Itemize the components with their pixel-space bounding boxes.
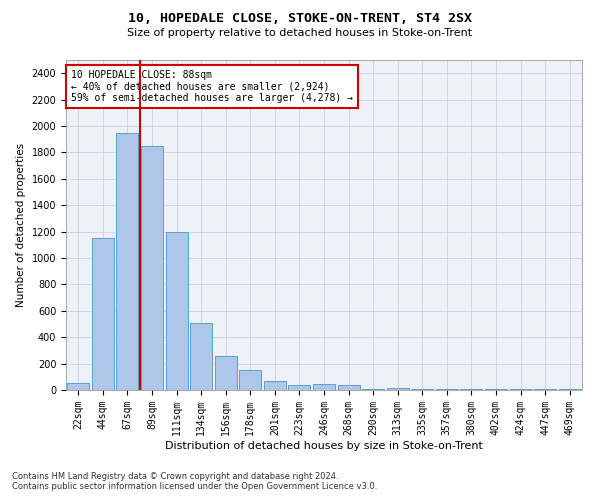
- Bar: [215, 356, 237, 390]
- Bar: [313, 384, 335, 390]
- Bar: [338, 386, 359, 390]
- Text: Contains public sector information licensed under the Open Government Licence v3: Contains public sector information licen…: [12, 482, 377, 491]
- Y-axis label: Number of detached properties: Number of detached properties: [16, 143, 26, 307]
- Bar: [289, 384, 310, 390]
- Bar: [141, 146, 163, 390]
- Text: Size of property relative to detached houses in Stoke-on-Trent: Size of property relative to detached ho…: [127, 28, 473, 38]
- Bar: [166, 232, 188, 390]
- Bar: [67, 384, 89, 390]
- Bar: [190, 322, 212, 390]
- Text: 10 HOPEDALE CLOSE: 88sqm
← 40% of detached houses are smaller (2,924)
59% of sem: 10 HOPEDALE CLOSE: 88sqm ← 40% of detach…: [71, 70, 353, 103]
- Bar: [116, 132, 139, 390]
- Bar: [264, 381, 286, 390]
- Text: Contains HM Land Registry data © Crown copyright and database right 2024.: Contains HM Land Registry data © Crown c…: [12, 472, 338, 481]
- Text: 10, HOPEDALE CLOSE, STOKE-ON-TRENT, ST4 2SX: 10, HOPEDALE CLOSE, STOKE-ON-TRENT, ST4 …: [128, 12, 472, 26]
- Bar: [386, 388, 409, 390]
- Bar: [92, 238, 114, 390]
- X-axis label: Distribution of detached houses by size in Stoke-on-Trent: Distribution of detached houses by size …: [165, 440, 483, 450]
- Bar: [239, 370, 262, 390]
